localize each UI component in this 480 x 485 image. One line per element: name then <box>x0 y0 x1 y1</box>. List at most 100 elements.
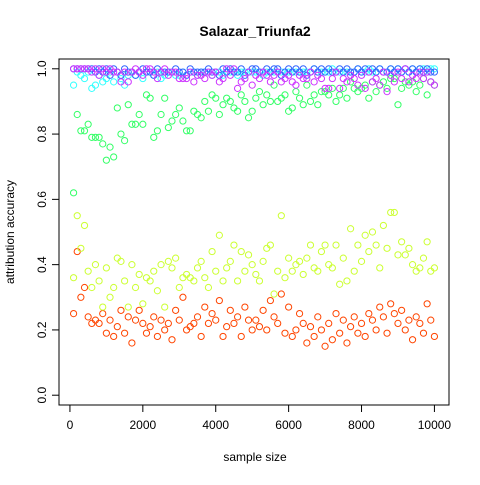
data-point <box>233 277 242 285</box>
data-point <box>310 78 318 86</box>
data-point <box>110 153 118 161</box>
data-point <box>387 208 395 217</box>
data-point <box>99 310 107 318</box>
data-point <box>343 94 351 102</box>
data-point <box>398 238 406 246</box>
data-point <box>299 319 307 327</box>
data-point <box>172 254 180 262</box>
data-point <box>328 264 336 272</box>
data-point <box>357 257 366 265</box>
data-point <box>226 71 234 79</box>
data-point <box>219 277 227 285</box>
data-point <box>212 94 220 102</box>
data-point <box>215 231 223 239</box>
data-point <box>361 332 369 341</box>
data-point <box>336 280 344 288</box>
data-point <box>336 329 344 337</box>
data-point <box>190 78 198 86</box>
data-point <box>321 84 329 92</box>
data-point <box>383 329 391 337</box>
data-point <box>350 267 358 275</box>
data-point <box>226 97 234 106</box>
data-point <box>204 107 213 115</box>
data-point <box>277 212 285 220</box>
data-point <box>117 306 125 314</box>
data-point <box>172 110 180 119</box>
data-point <box>252 316 260 324</box>
data-point <box>69 81 78 89</box>
data-point <box>117 78 125 86</box>
data-point <box>266 296 275 305</box>
data-point <box>164 319 172 327</box>
data-point <box>266 78 275 86</box>
data-point <box>219 101 227 109</box>
data-point <box>416 68 424 76</box>
data-point <box>150 133 158 141</box>
data-point <box>197 114 205 122</box>
data-point <box>139 120 147 128</box>
data-point <box>299 74 307 83</box>
data-point <box>295 310 304 318</box>
data-point <box>212 316 220 324</box>
data-point <box>161 65 169 73</box>
data-point <box>368 228 377 236</box>
data-point <box>244 68 253 76</box>
data-point <box>390 208 398 217</box>
data-point <box>110 68 118 76</box>
data-point <box>394 251 402 259</box>
data-point <box>135 270 143 279</box>
data-point <box>430 81 439 89</box>
data-point <box>226 306 234 314</box>
data-point <box>361 231 369 239</box>
data-point <box>379 221 387 230</box>
data-point <box>419 74 428 83</box>
data-point <box>263 71 271 79</box>
data-point <box>230 65 238 73</box>
data-point <box>248 107 256 115</box>
data-point <box>288 267 296 275</box>
data-point <box>91 65 100 73</box>
data-point <box>252 270 260 279</box>
data-point <box>310 91 318 99</box>
data-point <box>354 329 362 337</box>
data-point <box>346 225 355 233</box>
data-point <box>80 221 89 230</box>
data-point <box>110 78 118 86</box>
data-point <box>430 332 439 341</box>
data-point <box>361 81 369 89</box>
data-point <box>124 78 132 86</box>
data-point <box>179 293 187 301</box>
y-tick-label: 1.0 <box>35 60 49 77</box>
x-tick-label: 8000 <box>348 418 375 432</box>
data-point <box>84 313 92 321</box>
data-point <box>430 68 439 76</box>
data-point <box>314 267 322 275</box>
data-point <box>150 68 158 76</box>
data-point <box>124 303 132 311</box>
data-point <box>394 319 402 327</box>
data-point <box>376 81 384 89</box>
data-point <box>339 254 347 262</box>
data-point <box>248 81 256 89</box>
data-point <box>285 68 293 76</box>
data-point <box>175 283 183 292</box>
data-point <box>80 127 89 135</box>
data-point <box>186 127 194 135</box>
data-point <box>325 319 333 327</box>
data-point <box>128 339 136 347</box>
data-point <box>390 310 398 318</box>
data-point <box>259 101 267 109</box>
data-point <box>248 326 256 334</box>
data-point <box>354 81 362 89</box>
data-point <box>91 133 100 141</box>
data-point <box>237 332 245 341</box>
data-point <box>131 316 140 324</box>
data-point <box>383 84 391 92</box>
data-point <box>95 319 103 327</box>
data-point <box>113 323 121 331</box>
data-point <box>142 65 151 73</box>
data-points <box>69 65 439 350</box>
data-point <box>274 267 282 275</box>
y-tick-label: 0.4 <box>35 256 49 273</box>
